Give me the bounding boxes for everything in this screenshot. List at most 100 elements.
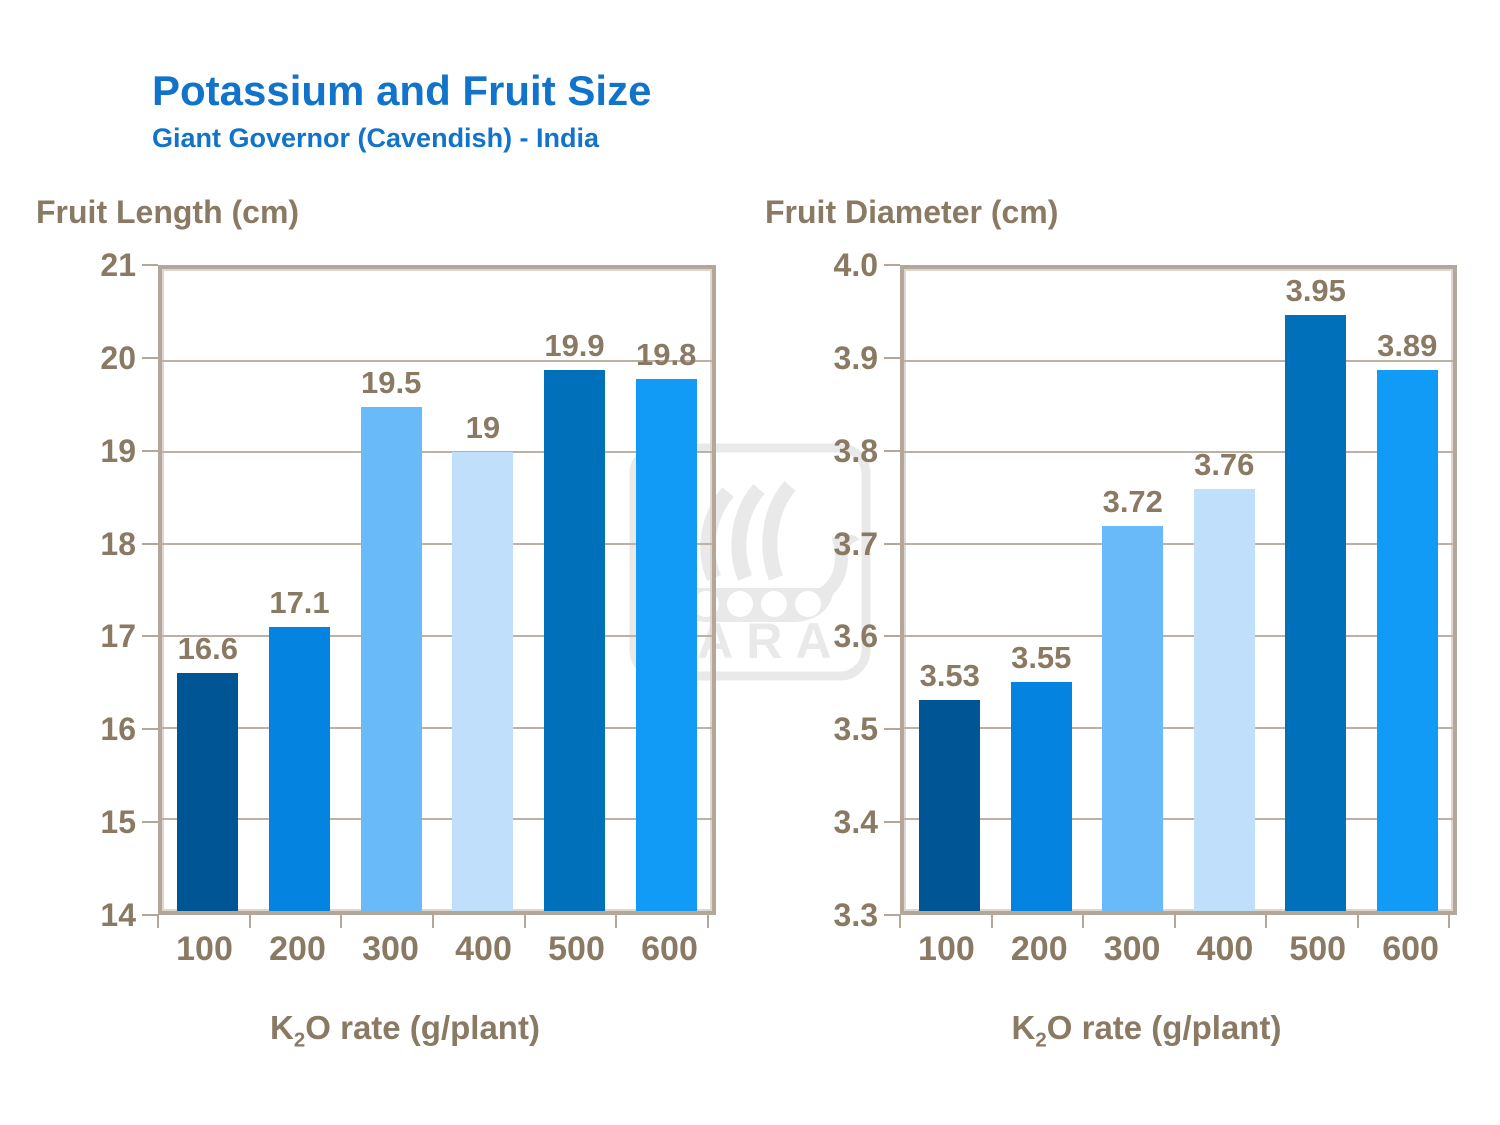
y-tick-label: 4.0 (833, 247, 878, 283)
x-axis-labels: 100 200 300 400 500 600 (900, 932, 1457, 966)
x-tick-label: 500 (1289, 930, 1347, 968)
y-tick-label: 15 (100, 804, 136, 841)
viking-ship-icon (651, 481, 860, 622)
y-tick-mark (884, 635, 900, 638)
x-tick-label: 100 (176, 930, 233, 968)
y-tick-mark (884, 542, 900, 545)
gridline (904, 543, 1453, 546)
y-tick-mark (884, 264, 900, 266)
x-tick-mark (990, 915, 993, 928)
x-tick-mark (899, 915, 901, 928)
x-tick-label: 400 (1196, 930, 1254, 968)
y-tick-label: 21 (100, 247, 136, 283)
x-tick-label: 300 (1103, 930, 1161, 968)
plot-area: 3.53 3.55 3.72 3.76 3.95 3.89 (900, 265, 1457, 915)
y-tick-label: 17 (100, 618, 136, 655)
page-title: Potassium and Fruit Size (152, 67, 652, 114)
y-tick-mark (884, 914, 900, 916)
y-tick-label: 14 (100, 897, 136, 933)
bar-value-label: 3.72 (1102, 483, 1163, 519)
gridline (904, 634, 1453, 637)
x-tick-mark (707, 915, 709, 928)
y-tick-mark (142, 449, 158, 452)
y-tick-label: 3.3 (833, 897, 878, 933)
y-tick-mark (142, 728, 158, 731)
bar-value-label: 3.76 (1194, 447, 1255, 483)
bar-value-label: 3.53 (919, 658, 980, 694)
x-tick-label: 100 (918, 930, 975, 968)
y-tick-label: 3.9 (833, 339, 878, 376)
bar-100 (177, 672, 239, 911)
x-tick-mark (432, 915, 434, 928)
y-tick-mark (884, 821, 900, 824)
bar-value-label: 3.89 (1377, 327, 1438, 363)
x-tick-mark (340, 915, 343, 928)
x-tick-label: 500 (548, 930, 605, 968)
y-tick-mark (884, 356, 900, 359)
watermark-text: YARA (655, 613, 844, 669)
y-tick-label: 3.5 (833, 711, 878, 748)
bar-value-label: 16.6 (177, 630, 238, 666)
gridline (904, 359, 1453, 362)
y-tick-label: 19 (100, 432, 136, 469)
bar-value-label: 3.95 (1285, 272, 1346, 308)
x-tick-label: 600 (641, 930, 698, 968)
x-tick-mark (1173, 915, 1176, 928)
y-tick-mark (142, 914, 158, 916)
x-axis-labels: 100 200 300 400 500 600 (158, 932, 716, 966)
bar-value-label: 19.5 (360, 364, 422, 400)
gridline (162, 359, 712, 362)
y-tick-label: 20 (100, 339, 136, 376)
bar-600 (1376, 369, 1438, 911)
bar-300 (1102, 525, 1164, 911)
gridline (904, 818, 1453, 821)
y-tick-label: 3.4 (833, 804, 878, 841)
x-axis-title: K2O rate (g/plant) (270, 1009, 540, 1052)
x-tick-mark (1082, 915, 1084, 928)
header: Potassium and Fruit Size Giant Governor … (152, 67, 652, 154)
y-tick-mark (142, 542, 158, 545)
x-tick-mark (615, 915, 618, 928)
bar-100 (919, 700, 981, 911)
y-tick-mark (142, 821, 158, 824)
gridline (162, 726, 712, 729)
y-tick-mark (884, 449, 900, 452)
y-tick-mark (884, 728, 900, 731)
x-axis-ticks (899, 915, 1457, 929)
x-axis-title: K2O rate (g/plant) (1011, 1009, 1282, 1052)
bar-300 (360, 406, 422, 911)
x-tick-label: 300 (362, 930, 419, 968)
x-tick-mark (1265, 915, 1267, 928)
gridline (904, 451, 1453, 454)
x-tick-label: 400 (455, 930, 512, 968)
bar-value-label: 3.55 (1011, 639, 1072, 675)
bar-200 (269, 626, 330, 911)
bar-400 (1193, 489, 1255, 911)
bar-value-label: 17.1 (269, 584, 330, 620)
bar-500 (544, 369, 605, 911)
bar-200 (1010, 681, 1072, 911)
y-tick-mark (142, 264, 158, 266)
y-axis: 21 20 19 18 17 16 15 14 (12, 249, 158, 931)
y-tick-mark (142, 356, 158, 359)
yara-logo-watermark: YARA (629, 443, 871, 681)
page-subtitle: Giant Governor (Cavendish) - India (152, 123, 600, 154)
x-tick-mark (157, 915, 159, 928)
gridline (162, 818, 712, 821)
bar-500 (1285, 314, 1347, 911)
x-tick-mark (248, 915, 251, 928)
y-axis-title: Fruit Diameter (cm) (765, 194, 1059, 230)
bar-value-label: 19.8 (635, 337, 697, 373)
x-tick-mark (1356, 915, 1359, 928)
x-tick-label: 200 (269, 930, 326, 968)
x-axis-ticks (157, 915, 716, 929)
bar-value-label: 19 (465, 410, 501, 446)
y-axis-title: Fruit Length (cm) (36, 194, 300, 230)
y-tick-label: 18 (100, 525, 136, 562)
y-tick-mark (142, 635, 158, 638)
x-tick-label: 200 (1010, 930, 1068, 968)
watermark-frame (629, 443, 871, 681)
bar-400 (452, 452, 514, 911)
x-tick-mark (523, 915, 526, 928)
